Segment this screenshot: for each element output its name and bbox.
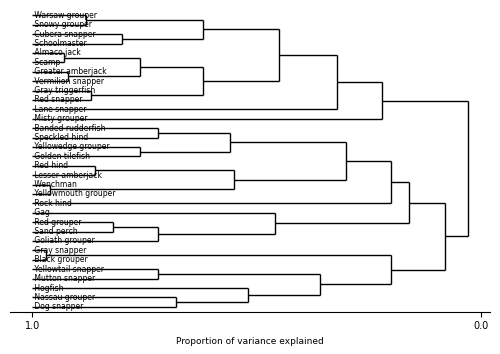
- Text: Almaco jack: Almaco jack: [32, 48, 81, 57]
- Text: Speckled hind: Speckled hind: [32, 133, 88, 142]
- Text: Warsaw grouper: Warsaw grouper: [32, 11, 98, 20]
- Text: Nassau grouper: Nassau grouper: [32, 293, 96, 302]
- Text: Gag: Gag: [32, 208, 50, 217]
- Text: Sand perch: Sand perch: [32, 227, 78, 236]
- Text: Lesser amberjack: Lesser amberjack: [32, 171, 102, 180]
- Text: Golden tilefish: Golden tilefish: [32, 152, 90, 161]
- Text: Red snapper: Red snapper: [32, 96, 83, 104]
- Text: Schoolmaster: Schoolmaster: [32, 39, 87, 48]
- X-axis label: Proportion of variance explained: Proportion of variance explained: [176, 337, 324, 346]
- Text: Cubera snapper: Cubera snapper: [32, 30, 96, 39]
- Text: Yellowtail snapper: Yellowtail snapper: [32, 265, 104, 274]
- Text: Dog snapper: Dog snapper: [32, 302, 84, 311]
- Text: Gray triggerfish: Gray triggerfish: [32, 86, 96, 95]
- Text: Snowy grouper: Snowy grouper: [32, 20, 92, 29]
- Text: Gray snapper: Gray snapper: [32, 246, 87, 255]
- Text: Banded rudderfish: Banded rudderfish: [32, 124, 106, 133]
- Text: Misty grouper: Misty grouper: [32, 114, 88, 123]
- Text: Rock hind: Rock hind: [32, 199, 72, 208]
- Text: Vermilion snapper: Vermilion snapper: [32, 77, 104, 86]
- Text: Greater amberjack: Greater amberjack: [32, 67, 107, 76]
- Text: Yellowmouth grouper: Yellowmouth grouper: [32, 189, 116, 199]
- Text: Lane snapper: Lane snapper: [32, 105, 87, 114]
- Text: Yellowedge grouper: Yellowedge grouper: [32, 142, 110, 152]
- Text: Red grouper: Red grouper: [32, 218, 82, 227]
- Text: Red hind: Red hind: [32, 161, 68, 170]
- Text: Goliath grouper: Goliath grouper: [32, 236, 95, 245]
- Text: Black grouper: Black grouper: [32, 255, 88, 264]
- Text: Mutton snapper: Mutton snapper: [32, 274, 96, 283]
- Text: Wenchman: Wenchman: [32, 180, 78, 189]
- Text: Scamp: Scamp: [32, 58, 60, 67]
- Text: Hogfish: Hogfish: [32, 284, 64, 292]
